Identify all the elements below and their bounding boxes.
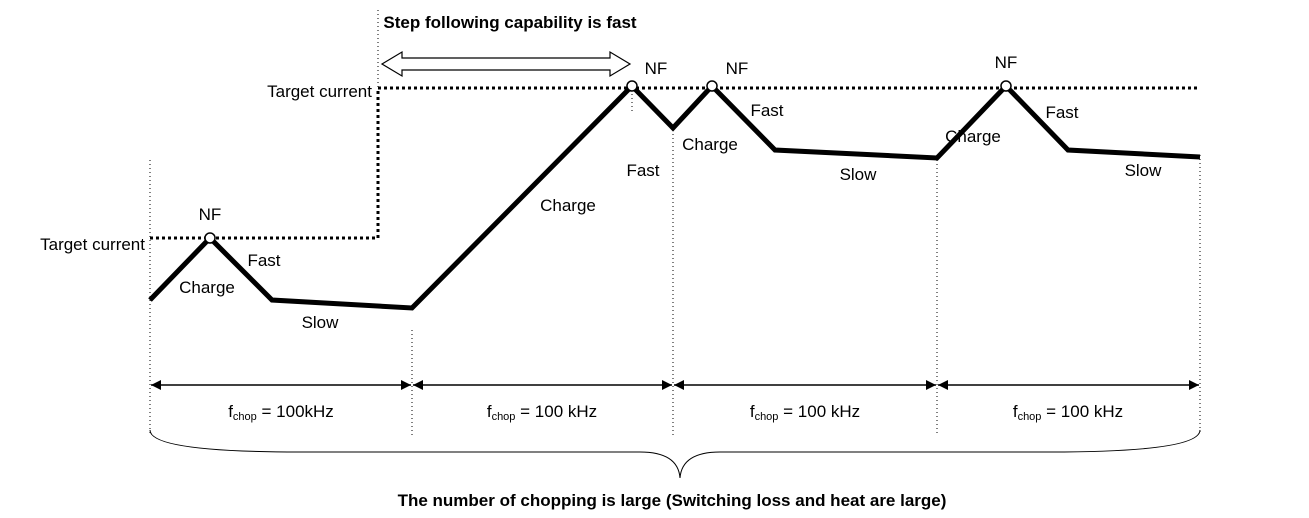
nf-label: NF xyxy=(199,205,222,224)
period-label: fchop = 100 kHz xyxy=(1013,402,1123,423)
period-label-text: = 100 kHz xyxy=(778,402,860,421)
period-label-text: = 100 kHz xyxy=(1041,402,1123,421)
target-label: Target current xyxy=(267,82,372,101)
nf-label: NF xyxy=(645,59,668,78)
charge-label: Charge xyxy=(179,278,235,297)
period-label-symbol: f xyxy=(487,402,492,421)
period-label-subscript: chop xyxy=(1018,411,1042,423)
period-label-subscript: chop xyxy=(492,411,516,423)
target-label: Target current xyxy=(40,235,145,254)
nf-label: NF xyxy=(995,53,1018,72)
period-label-text: = 100kHz xyxy=(257,402,334,421)
guides xyxy=(149,10,1201,435)
period-label-text: = 100 kHz xyxy=(515,402,597,421)
hollow-double-arrow xyxy=(380,50,632,78)
period-label-symbol: f xyxy=(228,402,233,421)
period-label: fchop = 100kHz xyxy=(228,402,334,423)
period-label-symbol: f xyxy=(1013,402,1018,421)
target-line xyxy=(150,86,1200,240)
nf-label: NF xyxy=(726,59,749,78)
fast-label: Fast xyxy=(626,161,659,180)
nf-points xyxy=(204,80,1012,244)
period-label: fchop = 100 kHz xyxy=(750,402,860,423)
period-label: fchop = 100 kHz xyxy=(487,402,597,423)
period-label-subscript: chop xyxy=(755,411,779,423)
brace xyxy=(149,429,1201,479)
period-labels: fchop = 100kHz fchop = 100 kHz fchop = 100… xyxy=(228,402,1123,423)
fast-label: Fast xyxy=(1045,103,1078,122)
footer: The number of chopping is large (Switchi… xyxy=(398,491,947,510)
slow-label: Slow xyxy=(840,165,878,184)
charge-label: Charge xyxy=(682,135,738,154)
slow-label: Slow xyxy=(1125,161,1163,180)
fast-label: Fast xyxy=(247,251,280,270)
current-waveform xyxy=(148,82,1201,311)
charge-label: Charge xyxy=(945,127,1001,146)
charge-label: Charge xyxy=(540,196,596,215)
fast-label: Fast xyxy=(750,101,783,120)
title: Step following capability is fast xyxy=(383,13,636,32)
period-label-symbol: f xyxy=(750,402,755,421)
slow-label: Slow xyxy=(302,313,340,332)
period-label-subscript: chop xyxy=(233,411,257,423)
